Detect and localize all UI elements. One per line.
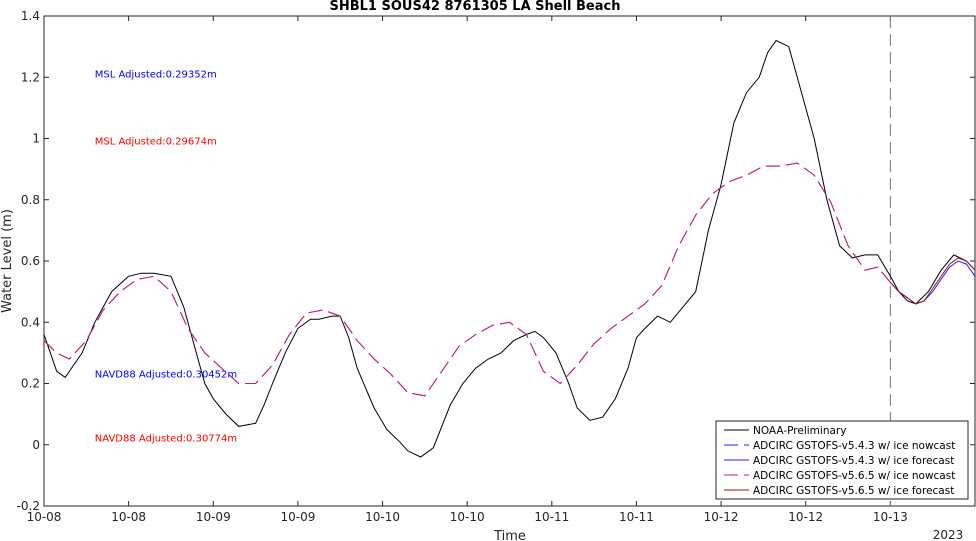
series-lines <box>43 39 976 458</box>
x-tick-label: 10-10 <box>450 510 485 524</box>
series-line-4 <box>890 257 976 305</box>
x-axis-label: Time <box>493 529 526 541</box>
x-tick-label: 10-08 <box>27 510 62 524</box>
datum-annotation: MSL Adjusted:0.29674m <box>95 137 217 148</box>
chart-title: SHBL1 SOUS42 8761305 LA Shell Beach <box>329 0 620 14</box>
y-tick-label: 0.4 <box>21 315 40 329</box>
y-tick-label: 1.4 <box>21 9 40 23</box>
y-tick-label: 0.2 <box>21 377 40 391</box>
x-tick-label: 10-10 <box>365 510 400 524</box>
series-line-0 <box>43 39 976 458</box>
legend-box <box>715 420 969 500</box>
legend: NOAA-Preliminary ADCIRC GSTOFS-v5.4.3 w/ … <box>715 420 969 500</box>
datum-annotation: NAVD88 Adjusted:0.30774m <box>95 434 237 445</box>
datum-annotation: NAVD88 Adjusted:0.30452m <box>95 369 237 380</box>
x-tick-label: 10-08 <box>111 510 146 524</box>
x-tick-label: 10-11 <box>534 510 569 524</box>
x-tick-label: 10-11 <box>619 510 654 524</box>
legend-entry-label: NOAA-Preliminary <box>753 425 846 437</box>
y-tick-label: -0.2 <box>17 499 40 513</box>
x-year-label: 2023 <box>933 528 964 541</box>
y-tick-label: 0.8 <box>21 193 40 207</box>
legend-entry-label: ADCIRC GSTOFS-v5.6.5 w/ ice nowcast <box>753 470 955 482</box>
x-tick-label: 10-12 <box>704 510 739 524</box>
datum-annotation: MSL Adjusted:0.29352m <box>95 69 217 80</box>
legend-entry-label: ADCIRC GSTOFS-v5.6.5 w/ ice forecast <box>753 485 954 497</box>
legend-entry-label: ADCIRC GSTOFS-v5.4.3 w/ ice forecast <box>753 455 954 467</box>
x-tick-label: 10-09 <box>196 510 231 524</box>
y-axis-label: Water Level (m) <box>0 209 15 313</box>
axis-ticks: -0.2 0 0.2 0.4 0.6 0.8 1 1.2 1.4 10-08 10-08 10-09 1… <box>17 9 975 524</box>
datum-annotations: MSL Adjusted:0.29352m MSL Adjusted:0.2967… <box>95 69 237 444</box>
series-line-3 <box>43 162 891 397</box>
x-tick-label: 10-12 <box>788 510 823 524</box>
y-tick-label: 1.2 <box>21 70 40 84</box>
legend-entry-label: ADCIRC GSTOFS-v5.4.3 w/ ice nowcast <box>753 440 955 452</box>
y-tick-label: 0.6 <box>21 254 40 268</box>
y-tick-label: 0 <box>32 438 40 452</box>
x-tick-label: 10-09 <box>280 510 315 524</box>
x-tick-label: 10-13 <box>873 510 908 524</box>
y-tick-label: 1 <box>32 132 40 146</box>
